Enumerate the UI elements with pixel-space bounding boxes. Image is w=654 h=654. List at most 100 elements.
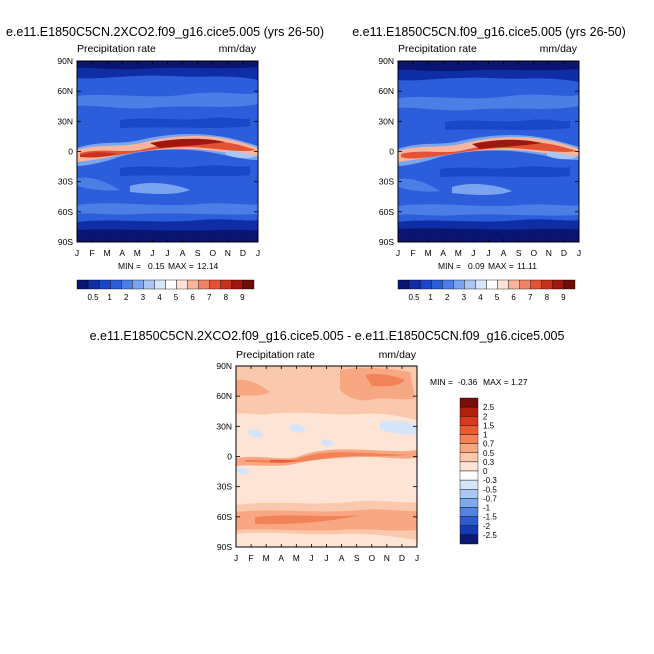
x-tick-label: F	[410, 248, 415, 258]
x-tick-label: M	[134, 248, 141, 258]
panel-3-min-value: -0.36	[458, 377, 478, 387]
y-tick-label: 30N	[216, 421, 232, 431]
panel-1-right-label: mm/day	[219, 43, 257, 55]
y-tick-label: 60S	[58, 207, 73, 217]
colorbar-swatch	[109, 279, 122, 290]
colorbar-swatch	[408, 279, 421, 290]
colorbar-swatch	[397, 279, 410, 290]
colorbar-swatch	[563, 279, 576, 290]
x-tick-label: D	[399, 553, 405, 563]
panel-1-min-value: 0.15	[148, 261, 165, 271]
panel-3-colorbar: 2.521.510.70.50.30-0.3-0.5-0.7-1-1.5-2-2…	[459, 397, 497, 545]
y-tick-label: 90S	[379, 237, 394, 247]
y-tick-label: 90S	[217, 542, 232, 552]
colorbar-swatch	[220, 279, 233, 290]
colorbar-swatch	[459, 425, 479, 435]
x-tick-label: M	[425, 248, 432, 258]
colorbar-swatch	[132, 279, 144, 290]
x-tick-label: M	[455, 248, 462, 258]
colorbar-label: 0.5	[483, 449, 495, 458]
x-tick-label: J	[256, 248, 260, 258]
colorbar-swatch	[459, 443, 479, 453]
colorbar-label: 3	[462, 293, 467, 302]
colorbar-label: 9	[561, 293, 566, 302]
colorbar-label: 7	[207, 293, 212, 302]
colorbar-swatch	[519, 279, 531, 290]
y-tick-label: 60S	[379, 207, 394, 217]
colorbar-swatch	[486, 279, 498, 290]
colorbar-swatch	[242, 279, 255, 290]
panel-2-min-label: MIN =	[438, 261, 461, 271]
colorbar-label: -1.5	[483, 513, 497, 522]
colorbar-label: 1	[428, 293, 433, 302]
x-tick-label: A	[339, 553, 345, 563]
colorbar-swatch	[459, 452, 479, 463]
panel-3-max-label: MAX =	[483, 377, 509, 387]
panel-1: e.e11.E1850C5CN.2XCO2.f09_g16.cice5.005 …	[6, 25, 324, 302]
y-tick-label: 30S	[379, 177, 394, 187]
colorbar-label: 9	[240, 293, 245, 302]
y-tick-label: 60S	[217, 512, 232, 522]
x-tick-label: O	[209, 248, 216, 258]
colorbar-swatch	[442, 279, 454, 290]
panel-2-title: e.e11.E1850C5CN.f09_g16.cice5.005 (yrs 2…	[352, 25, 626, 39]
x-tick-label: A	[278, 553, 284, 563]
colorbar-label: 3	[141, 293, 146, 302]
panel-2-left-label: Precipitation rate	[398, 43, 477, 55]
colorbar-swatch	[154, 279, 166, 290]
panel-3: e.e11.E1850C5CN.2XCO2.f09_g16.cice5.005 …	[90, 329, 565, 563]
colorbar-swatch	[430, 279, 443, 290]
colorbar-swatch	[464, 279, 476, 290]
colorbar-label: 1	[483, 431, 488, 440]
x-tick-label: J	[234, 553, 238, 563]
x-tick-label: S	[195, 248, 201, 258]
panel-3-max-value: 1.27	[511, 377, 528, 387]
x-tick-label: M	[293, 553, 300, 563]
x-tick-label: D	[240, 248, 246, 258]
colorbar-label: 6	[190, 293, 195, 302]
panel-2-colorbar: 0.5 1 2 3 4 5 6 7 8 9	[397, 279, 576, 302]
colorbar-label: -0.3	[483, 476, 497, 485]
colorbar-swatch	[541, 279, 554, 290]
y-tick-label: 90N	[57, 56, 73, 66]
colorbar-swatch	[459, 534, 479, 545]
colorbar-label: 0.5	[87, 293, 99, 302]
x-tick-label: S	[354, 553, 360, 563]
colorbar-label: -2.5	[483, 531, 497, 540]
panel-2: e.e11.E1850C5CN.f09_g16.cice5.005 (yrs 2…	[352, 25, 626, 302]
colorbar-swatch	[459, 489, 479, 499]
colorbar-label: -0.7	[483, 494, 497, 503]
colorbar-swatch	[497, 279, 509, 290]
y-tick-label: 60N	[378, 86, 394, 96]
x-tick-label: J	[415, 553, 419, 563]
colorbar-swatch	[143, 279, 155, 290]
colorbar-label: -2	[483, 522, 491, 531]
x-tick-label: D	[561, 248, 567, 258]
colorbar-label: 8	[545, 293, 550, 302]
colorbar-label: 7	[528, 293, 533, 302]
x-tick-label: F	[248, 553, 253, 563]
x-tick-label: J	[165, 248, 169, 258]
colorbar-label: 0.7	[483, 440, 495, 449]
x-tick-label: M	[263, 553, 270, 563]
x-tick-label: J	[150, 248, 154, 258]
colorbar-swatch	[453, 279, 465, 290]
colorbar-swatch	[459, 507, 479, 517]
panel-1-max-label: MAX =	[168, 261, 194, 271]
colorbar-label: 2	[483, 412, 488, 421]
colorbar-swatch	[165, 279, 177, 290]
x-tick-label: F	[89, 248, 94, 258]
y-tick-label: 90S	[58, 237, 73, 247]
panel-2-max-label: MAX =	[488, 261, 514, 271]
colorbar-label: -1	[483, 504, 491, 513]
colorbar-label: 4	[157, 293, 162, 302]
x-tick-label: J	[396, 248, 400, 258]
colorbar-swatch	[98, 279, 111, 290]
colorbar-label: 1.5	[483, 421, 495, 430]
colorbar-label: 4	[478, 293, 483, 302]
panel-2-max-value: 11.11	[517, 261, 537, 271]
